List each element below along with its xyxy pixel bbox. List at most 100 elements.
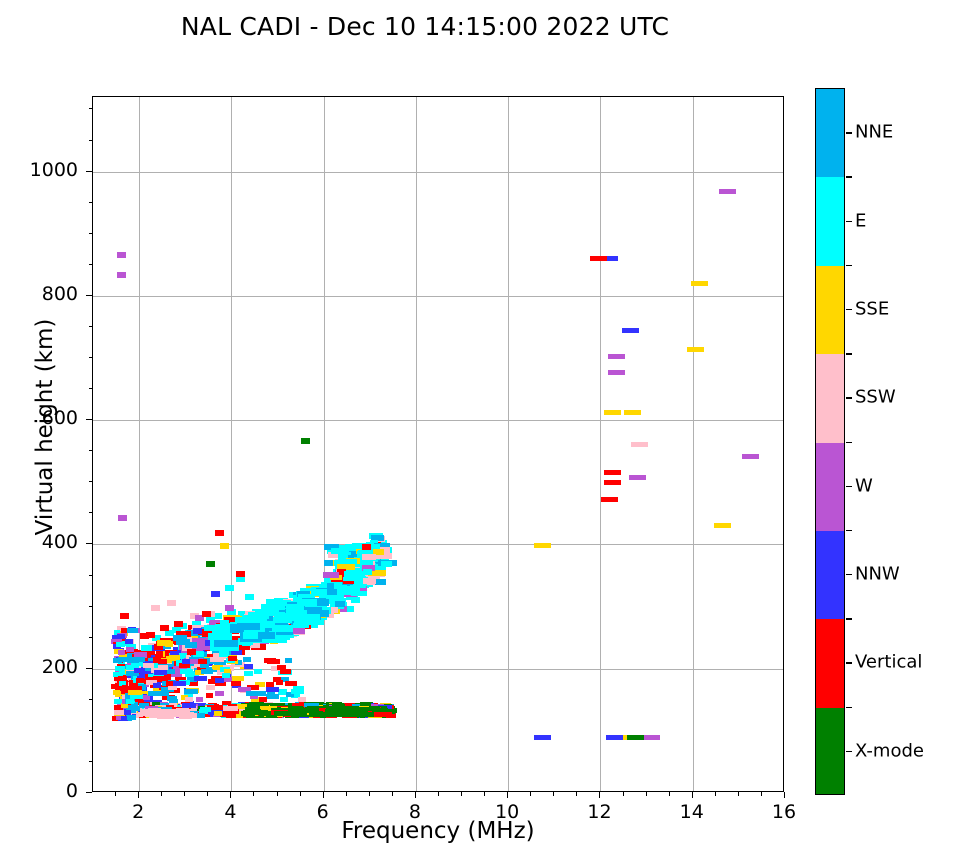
data-point [224, 584, 234, 591]
data-point [126, 661, 134, 667]
data-point [205, 693, 213, 699]
data-point [185, 697, 193, 703]
data-point [285, 691, 294, 697]
data-point [234, 659, 242, 665]
y-tick-minor [88, 357, 92, 358]
data-point [168, 699, 178, 706]
data-point [243, 656, 251, 662]
x-tick-label: 16 [771, 801, 797, 823]
data-point [266, 681, 274, 687]
data-point [336, 568, 346, 575]
data-point [242, 631, 259, 639]
data-point [181, 645, 193, 652]
data-point [173, 620, 183, 627]
y-tick-minor [88, 574, 92, 576]
data-point [214, 690, 224, 696]
data-point [293, 618, 318, 626]
data-point [214, 640, 239, 648]
data-point [279, 600, 291, 607]
y-tick-minor [88, 232, 92, 234]
colorbar-segment-nnw [816, 530, 844, 620]
gridline-vertical [692, 97, 694, 791]
data-point [196, 667, 206, 673]
data-point [608, 369, 626, 375]
data-point [137, 691, 148, 697]
data-point [127, 652, 136, 658]
data-point [337, 563, 356, 570]
x-tick-label: 12 [587, 801, 612, 823]
data-point [374, 542, 391, 549]
data-point [267, 658, 280, 664]
colorbar-segment-x-mode [816, 707, 844, 794]
data-point [369, 540, 378, 547]
data-point [134, 668, 145, 674]
data-point [255, 681, 266, 687]
data-point [241, 615, 258, 623]
data-point [112, 634, 121, 640]
data-point [246, 691, 258, 697]
data-point [327, 551, 346, 558]
data-point [686, 347, 704, 353]
data-point [279, 696, 289, 702]
data-point [169, 655, 181, 661]
colorbar-tick-mark [846, 529, 852, 532]
data-point [195, 696, 204, 702]
colorbar-segment-vertical [816, 619, 844, 708]
data-point [265, 687, 280, 693]
data-point [121, 627, 132, 633]
data-point [608, 353, 626, 359]
x-tick-minor [391, 792, 393, 796]
data-point [363, 568, 373, 575]
data-point [291, 703, 304, 709]
x-tick-label: 8 [408, 801, 421, 823]
data-point [153, 676, 166, 682]
data-point [344, 558, 357, 565]
data-layer [93, 97, 783, 791]
data-point [247, 684, 260, 690]
x-tick-label: 10 [495, 801, 520, 823]
data-point [298, 594, 315, 602]
data-point [374, 578, 386, 585]
data-point [150, 604, 160, 611]
data-point [241, 711, 256, 716]
y-tick-minor [88, 263, 92, 265]
data-point [361, 554, 377, 561]
data-point [291, 691, 301, 698]
data-point [116, 252, 126, 259]
data-point [628, 474, 646, 480]
y-tick-label: 800 [41, 282, 78, 305]
data-point [241, 703, 255, 709]
data-point [158, 691, 169, 697]
data-point [194, 675, 207, 681]
data-point [174, 676, 186, 682]
data-point [253, 669, 262, 675]
data-point [319, 594, 344, 602]
data-point [312, 589, 328, 597]
data-point [126, 715, 137, 721]
data-point [304, 610, 329, 618]
data-point [254, 621, 276, 629]
data-point [167, 695, 178, 701]
data-point [166, 600, 176, 607]
data-point [335, 544, 353, 551]
data-point [285, 681, 297, 687]
colorbar-label-x-mode: X-mode [855, 740, 924, 762]
x-tick-mark [784, 792, 785, 798]
data-point [194, 614, 204, 621]
colorbar-segment-ssw [816, 354, 844, 443]
y-tick-minor [88, 139, 92, 141]
data-point [161, 680, 169, 686]
data-point [303, 703, 320, 709]
data-point [181, 694, 189, 700]
data-point [125, 647, 135, 653]
data-point [207, 705, 224, 711]
data-point [237, 622, 261, 630]
data-point [121, 685, 133, 691]
data-point [196, 644, 211, 651]
data-point [184, 694, 194, 700]
colorbar-label-tick [846, 574, 852, 576]
y-tick-minor [88, 760, 92, 762]
data-point [147, 691, 158, 697]
data-point [173, 635, 187, 642]
x-tick-label: 6 [316, 801, 329, 823]
